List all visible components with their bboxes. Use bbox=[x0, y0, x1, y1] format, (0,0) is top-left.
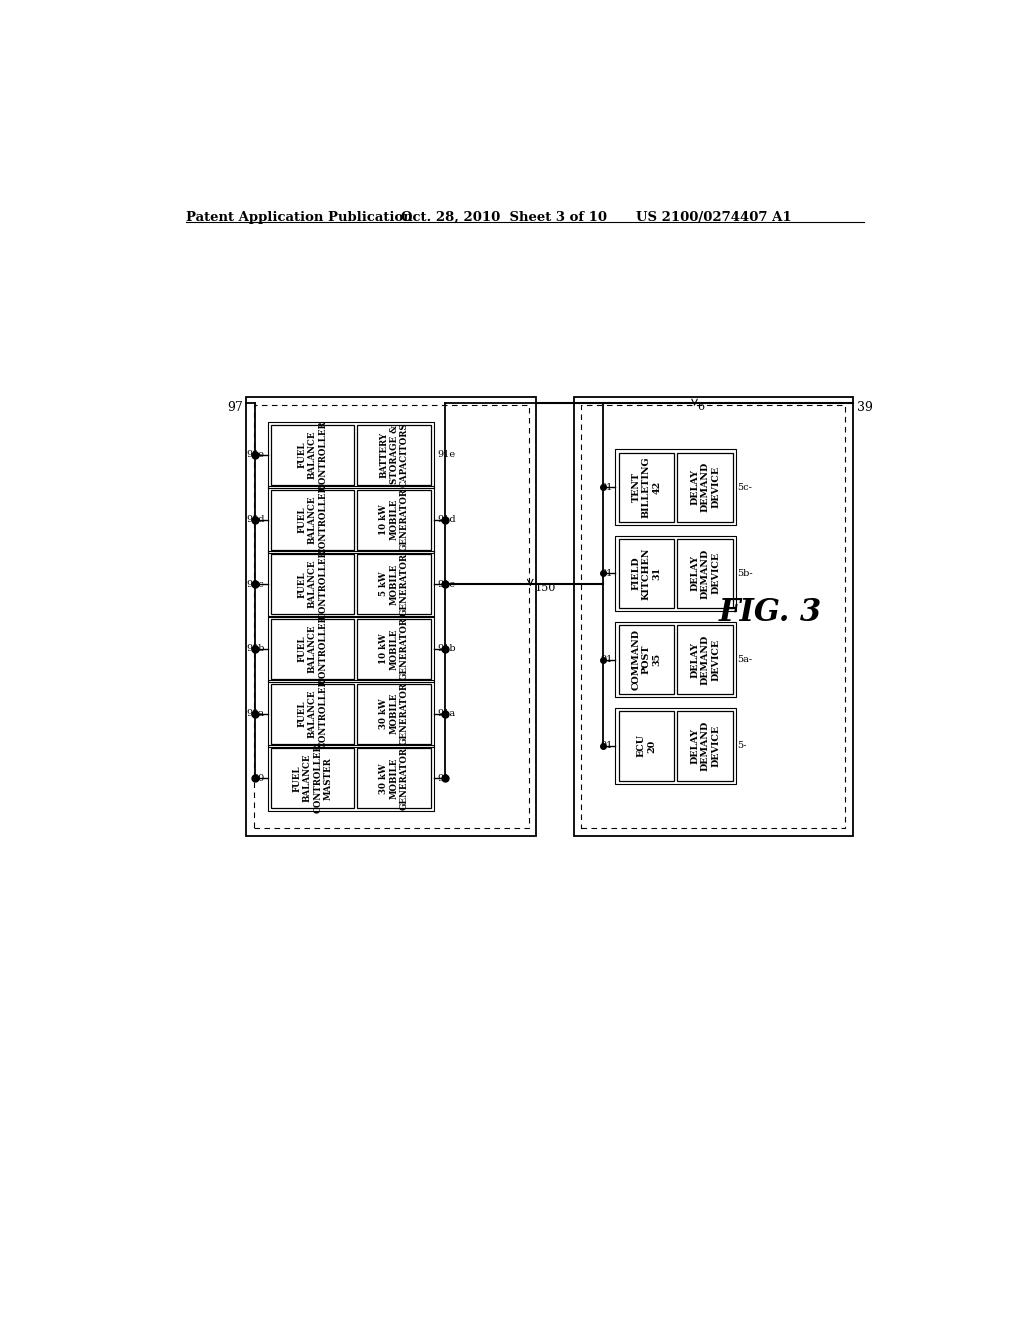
Bar bbox=[270, 554, 354, 614]
Text: 91d: 91d bbox=[437, 515, 456, 524]
Bar bbox=[267, 552, 434, 618]
Text: 90d: 90d bbox=[246, 515, 264, 524]
Text: 91: 91 bbox=[437, 774, 450, 783]
Text: DELAY
DEMAND
DEVICE: DELAY DEMAND DEVICE bbox=[690, 721, 720, 771]
Text: 150: 150 bbox=[535, 583, 556, 594]
Text: 30 kW
MOBILE
GENERATOR: 30 kW MOBILE GENERATOR bbox=[379, 682, 410, 744]
Text: 5 kW
MOBILE
GENERATOR: 5 kW MOBILE GENERATOR bbox=[379, 553, 410, 615]
Text: 90: 90 bbox=[252, 774, 264, 783]
Text: FUEL
BALANCE
CONTROLLER: FUEL BALANCE CONTROLLER bbox=[298, 420, 328, 490]
Bar bbox=[573, 397, 853, 836]
Bar bbox=[618, 626, 675, 694]
Bar bbox=[678, 626, 733, 694]
Bar bbox=[678, 539, 733, 609]
Text: Patent Application Publication: Patent Application Publication bbox=[186, 211, 413, 224]
Text: 91e: 91e bbox=[437, 450, 456, 459]
Text: 91: 91 bbox=[600, 655, 612, 664]
Bar bbox=[267, 615, 434, 682]
Text: TENT
BILLETING
42: TENT BILLETING 42 bbox=[632, 457, 662, 517]
Bar bbox=[254, 405, 528, 829]
Text: US 2100/0274407 A1: US 2100/0274407 A1 bbox=[636, 211, 792, 224]
Text: 5-: 5- bbox=[737, 742, 746, 750]
Bar bbox=[270, 684, 354, 743]
Text: ECU
20: ECU 20 bbox=[637, 734, 656, 758]
Bar bbox=[357, 684, 431, 743]
Bar bbox=[357, 619, 431, 678]
Bar bbox=[270, 425, 354, 484]
Text: FUEL
BALANCE
CONTROLLER: FUEL BALANCE CONTROLLER bbox=[298, 678, 328, 748]
Bar bbox=[678, 453, 733, 521]
Bar bbox=[267, 422, 434, 488]
Text: 10 kW
MOBILE
GENERATOR: 10 kW MOBILE GENERATOR bbox=[379, 618, 410, 680]
Bar bbox=[357, 490, 431, 549]
Text: 90a: 90a bbox=[247, 709, 264, 718]
Text: 91a: 91a bbox=[437, 709, 456, 718]
Text: 90c: 90c bbox=[247, 579, 264, 589]
Text: FUEL
BALANCE
CONTROLLER: FUEL BALANCE CONTROLLER bbox=[298, 614, 328, 684]
Bar bbox=[357, 554, 431, 614]
Bar bbox=[270, 619, 354, 678]
Text: DELAY
DEMAND
DEVICE: DELAY DEMAND DEVICE bbox=[690, 548, 720, 598]
Text: FUEL
BALANCE
CONTROLLER: FUEL BALANCE CONTROLLER bbox=[298, 549, 328, 619]
Bar bbox=[618, 539, 675, 609]
Text: 97: 97 bbox=[227, 401, 243, 414]
Bar bbox=[357, 748, 431, 808]
Bar bbox=[678, 711, 733, 780]
Text: 30 kW
MOBILE
GENERATOR: 30 kW MOBILE GENERATOR bbox=[379, 747, 410, 809]
Text: 91b: 91b bbox=[437, 644, 456, 653]
Bar bbox=[246, 397, 537, 836]
Bar bbox=[615, 708, 736, 784]
Text: Oct. 28, 2010  Sheet 3 of 10: Oct. 28, 2010 Sheet 3 of 10 bbox=[400, 211, 607, 224]
Text: 5a-: 5a- bbox=[737, 655, 753, 664]
Bar bbox=[582, 405, 845, 829]
Text: 91c: 91c bbox=[437, 579, 455, 589]
Text: 91: 91 bbox=[600, 569, 612, 578]
Bar bbox=[267, 487, 434, 553]
Text: 91: 91 bbox=[600, 742, 612, 750]
Text: 5b-: 5b- bbox=[737, 569, 753, 578]
Text: FIG. 3: FIG. 3 bbox=[719, 597, 822, 628]
Bar bbox=[615, 449, 736, 525]
Bar bbox=[267, 744, 434, 812]
Bar bbox=[615, 622, 736, 697]
Bar bbox=[618, 711, 675, 780]
Bar bbox=[357, 425, 431, 484]
Text: 90b: 90b bbox=[246, 644, 264, 653]
Text: 10 kW
MOBILE
GENERATOR: 10 kW MOBILE GENERATOR bbox=[379, 488, 410, 550]
Text: COMMAND
POST
35: COMMAND POST 35 bbox=[632, 630, 662, 690]
Text: FUEL
BALANCE
CONTROLLER
MASTER: FUEL BALANCE CONTROLLER MASTER bbox=[292, 743, 333, 813]
Text: 90e: 90e bbox=[247, 450, 264, 459]
Text: FUEL
BALANCE
CONTROLLER: FUEL BALANCE CONTROLLER bbox=[298, 484, 328, 554]
Text: 39: 39 bbox=[856, 401, 872, 414]
Bar bbox=[270, 490, 354, 549]
Bar bbox=[267, 681, 434, 747]
Text: DELAY
DEMAND
DEVICE: DELAY DEMAND DEVICE bbox=[690, 462, 720, 512]
Text: 6: 6 bbox=[697, 403, 705, 412]
Bar bbox=[615, 536, 736, 611]
Bar bbox=[270, 748, 354, 808]
Text: 5c-: 5c- bbox=[737, 483, 752, 491]
Text: BATTERY
STORAGE &
CAPACITORS: BATTERY STORAGE & CAPACITORS bbox=[379, 422, 410, 487]
Text: DELAY
DEMAND
DEVICE: DELAY DEMAND DEVICE bbox=[690, 635, 720, 685]
Text: FIELD
KITCHEN
31: FIELD KITCHEN 31 bbox=[632, 548, 662, 599]
Bar bbox=[618, 453, 675, 521]
Text: 91: 91 bbox=[600, 483, 612, 491]
